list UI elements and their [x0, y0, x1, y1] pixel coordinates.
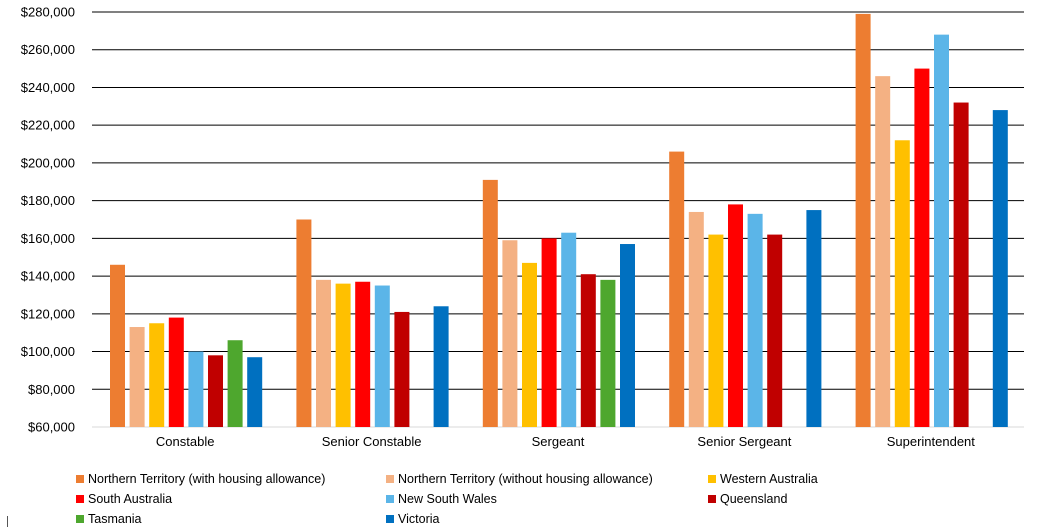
- x-tick-label: Superintendent: [887, 434, 976, 449]
- x-tick-label: Senior Constable: [322, 434, 422, 449]
- y-tick-label: $200,000: [21, 155, 75, 170]
- legend-label: New South Wales: [398, 492, 497, 506]
- bar: [767, 234, 783, 427]
- legend-label: Northern Territory (with housing allowan…: [88, 472, 326, 486]
- bar: [914, 68, 930, 427]
- bar: [894, 140, 910, 428]
- bar: [374, 285, 390, 427]
- bar: [168, 317, 184, 427]
- y-tick-label: $120,000: [21, 306, 75, 321]
- x-tick-label: Senior Sergeant: [697, 434, 791, 449]
- y-tick-label: $140,000: [21, 269, 75, 284]
- legend-item: Victoria: [386, 510, 439, 528]
- y-tick-label: $220,000: [21, 118, 75, 133]
- legend-label: Western Australia: [720, 472, 818, 486]
- legend-item: Tasmania: [76, 510, 142, 528]
- legend-item: New South Wales: [386, 490, 497, 508]
- y-tick-label: $280,000: [21, 5, 75, 20]
- y-tick-label: $60,000: [28, 420, 75, 435]
- bar: [728, 204, 743, 427]
- bar: [953, 102, 969, 427]
- bar: [110, 264, 125, 427]
- legend-swatch: [708, 475, 716, 483]
- bar: [747, 213, 763, 427]
- bar: [149, 323, 165, 427]
- bar: [580, 274, 596, 427]
- legend-swatch: [386, 475, 394, 483]
- x-tick-label: Sergeant: [532, 434, 585, 449]
- y-tick-label: $180,000: [21, 193, 75, 208]
- legend-item: Queensland: [708, 490, 787, 508]
- legend-swatch: [76, 515, 84, 523]
- bar: [669, 151, 685, 427]
- bar: [227, 340, 243, 427]
- y-tick-label: $80,000: [28, 382, 75, 397]
- bar-chart: $60,000 $80,000 $100,000 $120,000 $140,000 $1…: [21, 5, 1024, 449]
- bar: [482, 179, 498, 427]
- legend-label: Tasmania: [88, 512, 142, 526]
- bar: [355, 281, 371, 427]
- bar: [522, 262, 537, 427]
- legend-item: Northern Territory (without housing allo…: [386, 470, 653, 488]
- legend-item: South Australia: [76, 490, 172, 508]
- legend-swatch: [386, 495, 394, 503]
- y-tick-label: $160,000: [21, 231, 75, 246]
- bar: [934, 34, 949, 428]
- bar: [620, 244, 635, 427]
- legend-label: Northern Territory (without housing allo…: [398, 472, 653, 486]
- bar: [335, 283, 351, 427]
- legend-item: Western Australia: [708, 470, 818, 488]
- legend-swatch: [76, 475, 84, 483]
- x-tick-label: Constable: [156, 434, 215, 449]
- bar: [806, 210, 822, 427]
- legend-item: Northern Territory (with housing allowan…: [76, 470, 325, 488]
- bar: [129, 327, 145, 427]
- bar: [316, 279, 331, 427]
- bar: [296, 219, 312, 427]
- bar: [855, 13, 871, 428]
- legend-label: Queensland: [720, 492, 788, 506]
- bar: [188, 351, 204, 427]
- legend-swatch: [708, 495, 716, 503]
- bar: [247, 357, 263, 427]
- bar: [561, 232, 577, 427]
- bar: [688, 211, 704, 427]
- bar: [541, 238, 557, 427]
- bar: [394, 311, 410, 427]
- legend-label: South Australia: [88, 492, 173, 506]
- chart-legend: Northern Territory (with housing allowan…: [76, 470, 1036, 528]
- y-tick-label: $260,000: [21, 42, 75, 57]
- bar: [208, 355, 223, 427]
- bar: [502, 240, 518, 427]
- text-cursor: [7, 516, 8, 527]
- legend-label: Victoria: [398, 512, 440, 526]
- bar: [992, 110, 1008, 427]
- bar: [875, 76, 891, 428]
- legend-swatch: [386, 515, 394, 523]
- legend-swatch: [76, 495, 84, 503]
- y-tick-label: $100,000: [21, 344, 75, 359]
- bar: [433, 306, 449, 427]
- bar: [708, 234, 724, 427]
- bar: [600, 279, 616, 427]
- y-tick-label: $240,000: [21, 80, 75, 95]
